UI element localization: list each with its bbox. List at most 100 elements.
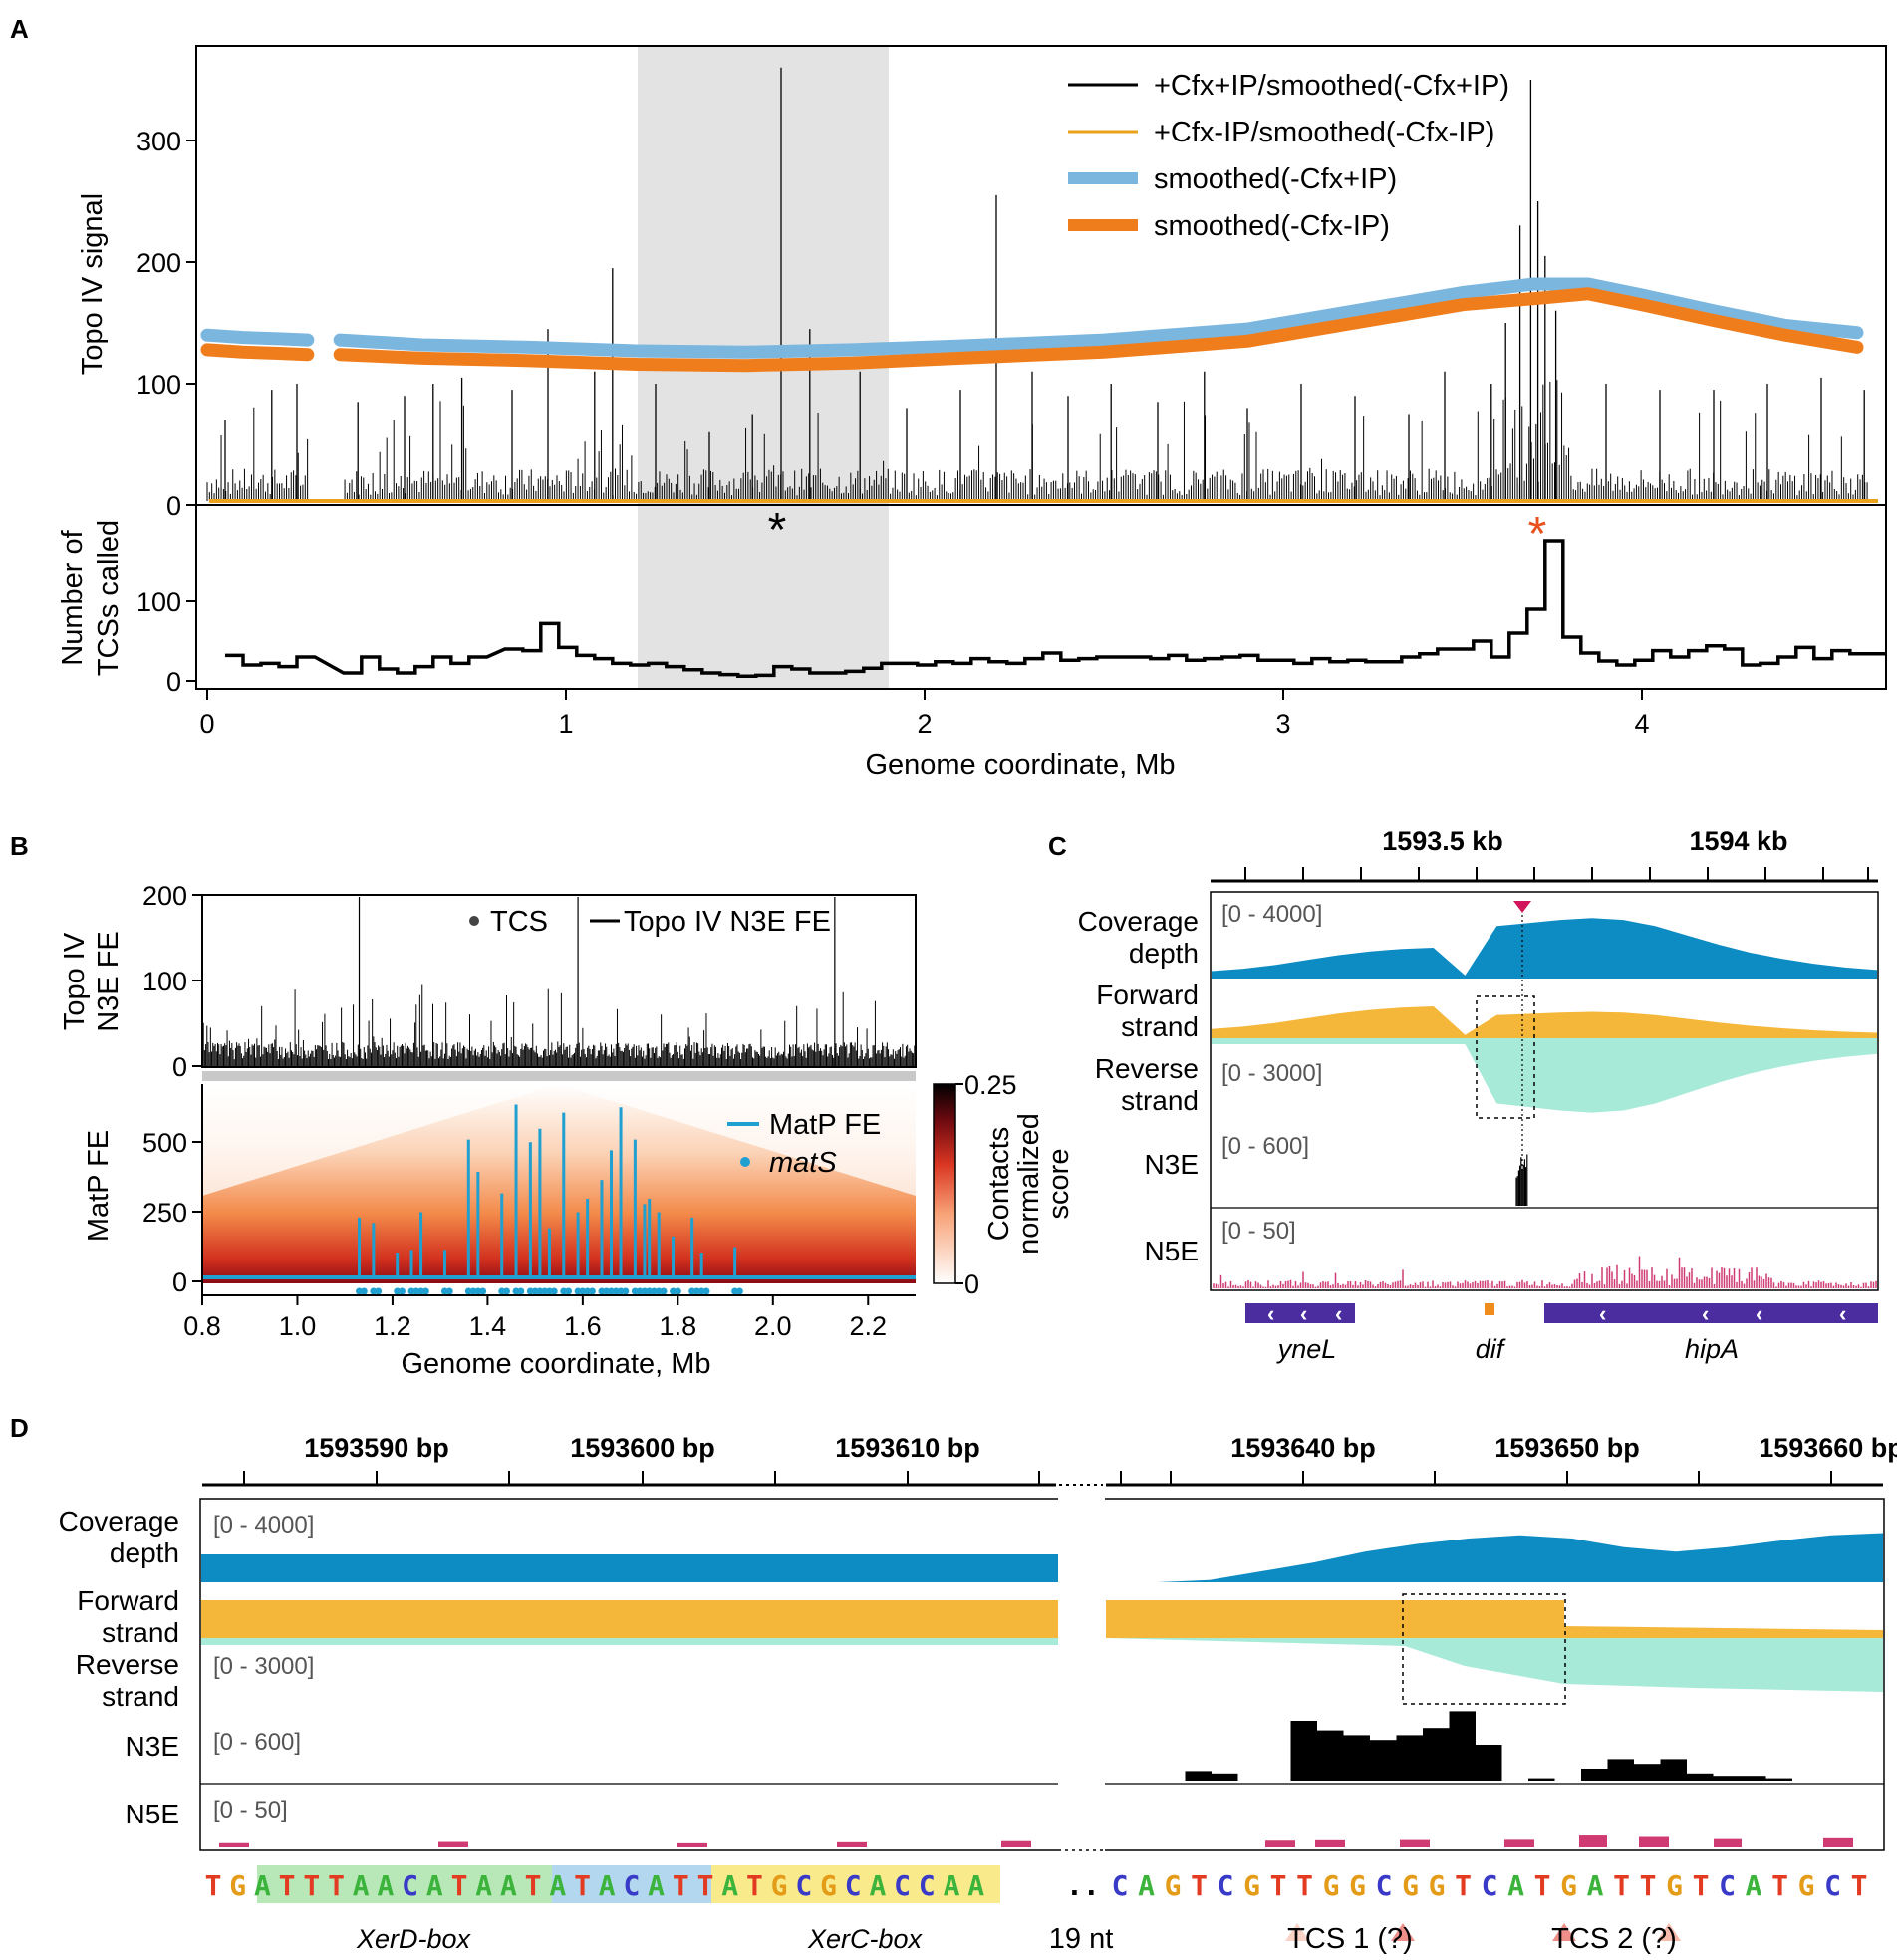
base-C: C: [919, 1869, 936, 1902]
b-top-yaxis: 200 100 0 Topo IVN3E FE: [59, 881, 202, 1082]
mats-site: [502, 1287, 510, 1295]
c-ruler-ticks: [1244, 867, 1869, 881]
base-G: G: [229, 1869, 246, 1902]
d-label-n5e: N5E: [126, 1799, 179, 1829]
base-T: T: [1851, 1869, 1868, 1902]
mats-site: [517, 1287, 525, 1295]
d-n5e-bar: [1579, 1835, 1607, 1847]
d-coverage-left: [201, 1554, 1058, 1582]
d-n3e-bar: [1713, 1776, 1740, 1781]
d-n5e-bar: [1400, 1839, 1430, 1847]
base-C: C: [1376, 1869, 1393, 1902]
c-label-forward-1: Forward: [1096, 980, 1199, 1010]
base-A: A: [944, 1869, 960, 1902]
base-T: T: [673, 1869, 689, 1902]
d-tick-1593660: 1593660 bp: [1759, 1433, 1897, 1463]
panel-a-label: A: [10, 14, 29, 44]
d-reverse-left: [201, 1638, 1058, 1645]
d-tick-1593610: 1593610 bp: [835, 1433, 980, 1463]
xtick-3: 3: [1275, 709, 1290, 739]
legend-tcs-dot: [469, 916, 479, 926]
red-asterisk: *: [1528, 508, 1547, 561]
c-range-n5e: [0 - 50]: [1221, 1218, 1296, 1245]
d-label-reverse-2: strand: [102, 1681, 179, 1712]
tcs-step-line: [225, 539, 1886, 678]
b-xlabel: Genome coordinate, Mb: [401, 1348, 710, 1380]
d-highlight-box: [1402, 1593, 1566, 1705]
smoothed-line-smoothed(-Cfx-IP): [333, 287, 1864, 373]
tcs1-arrow: [1391, 1923, 1415, 1941]
base-G: G: [1798, 1869, 1815, 1902]
xtick-0: 0: [199, 709, 214, 739]
d-n3e-bar: [1765, 1778, 1792, 1781]
mats-site: [674, 1287, 681, 1295]
base-G: G: [771, 1869, 788, 1902]
b-xtick-1.8: 1.8: [660, 1311, 697, 1341]
base-T: T: [328, 1869, 345, 1902]
panel-b-label: B: [10, 831, 29, 861]
base-C: C: [402, 1869, 418, 1902]
ylabel-number-of-tcss: Number of TCSs called: [57, 520, 125, 676]
b-bottom-legend: MatP FE matS: [727, 1109, 881, 1179]
b-ytick-500: 500: [142, 1128, 187, 1158]
chevron-left-icon: ‹: [1839, 1301, 1846, 1326]
tcs-arrow-faint: [1285, 1923, 1309, 1941]
b-xticks: 0.8 1.0 1.2 1.4 1.6 1.8 2.0 2.2: [183, 1295, 887, 1341]
base-T: T: [697, 1869, 714, 1902]
d-n5e-bar: [1823, 1837, 1853, 1847]
panel-a-yaxis-bottom: 100 0 Number of TCSs called: [57, 520, 196, 697]
d-label-forward-1: Forward: [77, 1585, 179, 1616]
base-T: T: [1693, 1869, 1710, 1902]
base-A: A: [475, 1869, 492, 1902]
d-n3e-bar: [1185, 1771, 1212, 1781]
colorbar: [933, 1083, 956, 1284]
panel-c-label: C: [1048, 831, 1067, 861]
legend-smoothed-noip: smoothed(-Cfx-IP): [1154, 210, 1390, 242]
d-tick-1593600: 1593600 bp: [570, 1433, 715, 1463]
reverse-strand-area: [1212, 1038, 1877, 1113]
ytick-200: 200: [136, 248, 181, 278]
chevron-left-icon: ‹: [1335, 1301, 1342, 1326]
base-G: G: [1243, 1869, 1260, 1902]
smoothed-line-smoothed(-Cfx-IP): [200, 343, 315, 362]
d-n3e-bar: [1370, 1740, 1397, 1781]
c-label-reverse-1: Reverse: [1095, 1053, 1199, 1084]
d-n3e-bar: [1212, 1773, 1238, 1781]
smoothed-line-smoothed(-Cfx+IP): [200, 328, 315, 347]
base-T: T: [1191, 1869, 1208, 1902]
d-reverse-right: [1106, 1638, 1883, 1692]
d-range-n5e: [0 - 50]: [213, 1797, 288, 1823]
panel-a: 300 200 100 0 Topo IV signal 100 0 Numbe…: [57, 45, 1887, 781]
d-coverage-right: [1106, 1533, 1883, 1582]
c-label-reverse-2: strand: [1121, 1085, 1199, 1116]
c-position-marker: [1513, 901, 1531, 913]
b-ytick-200: 200: [142, 881, 187, 911]
b-xtick-1.0: 1.0: [279, 1311, 317, 1341]
d-range-coverage: [0 - 4000]: [213, 1512, 314, 1539]
c-range-coverage: [0 - 4000]: [1221, 901, 1322, 928]
mats-site: [398, 1287, 406, 1295]
panel-a-frame: [195, 45, 1887, 690]
b-xtick-1.6: 1.6: [564, 1311, 602, 1341]
b-xtick-1.4: 1.4: [469, 1311, 507, 1341]
ytick-0: 0: [166, 491, 181, 521]
base-A: A: [599, 1869, 616, 1902]
d-range-reverse: [0 - 3000]: [213, 1653, 314, 1680]
b-xaxis: 0.8 1.0 1.2 1.4 1.6 1.8 2.0 2.2 Genome coordina…: [183, 1294, 916, 1380]
coverage-area: [1212, 918, 1877, 979]
base-G: G: [1402, 1869, 1419, 1902]
topo-iv-n3e-spikes: [201, 897, 917, 1066]
d-label-forward-2: strand: [102, 1617, 179, 1648]
base-T: T: [1640, 1869, 1657, 1902]
topo-iv-spikes: [206, 380, 1868, 501]
d-n5e-bar: [678, 1842, 707, 1847]
d-n5e-bar: [1265, 1840, 1295, 1847]
base-G: G: [1349, 1869, 1366, 1902]
d-n3e-bar: [1740, 1776, 1766, 1781]
colorbar-max: 0.25: [964, 1070, 1017, 1100]
xtick-4: 4: [1634, 709, 1649, 739]
c-frame: [1210, 891, 1879, 1291]
xerd-box-highlight: [257, 1865, 552, 1903]
base-T: T: [746, 1869, 763, 1902]
